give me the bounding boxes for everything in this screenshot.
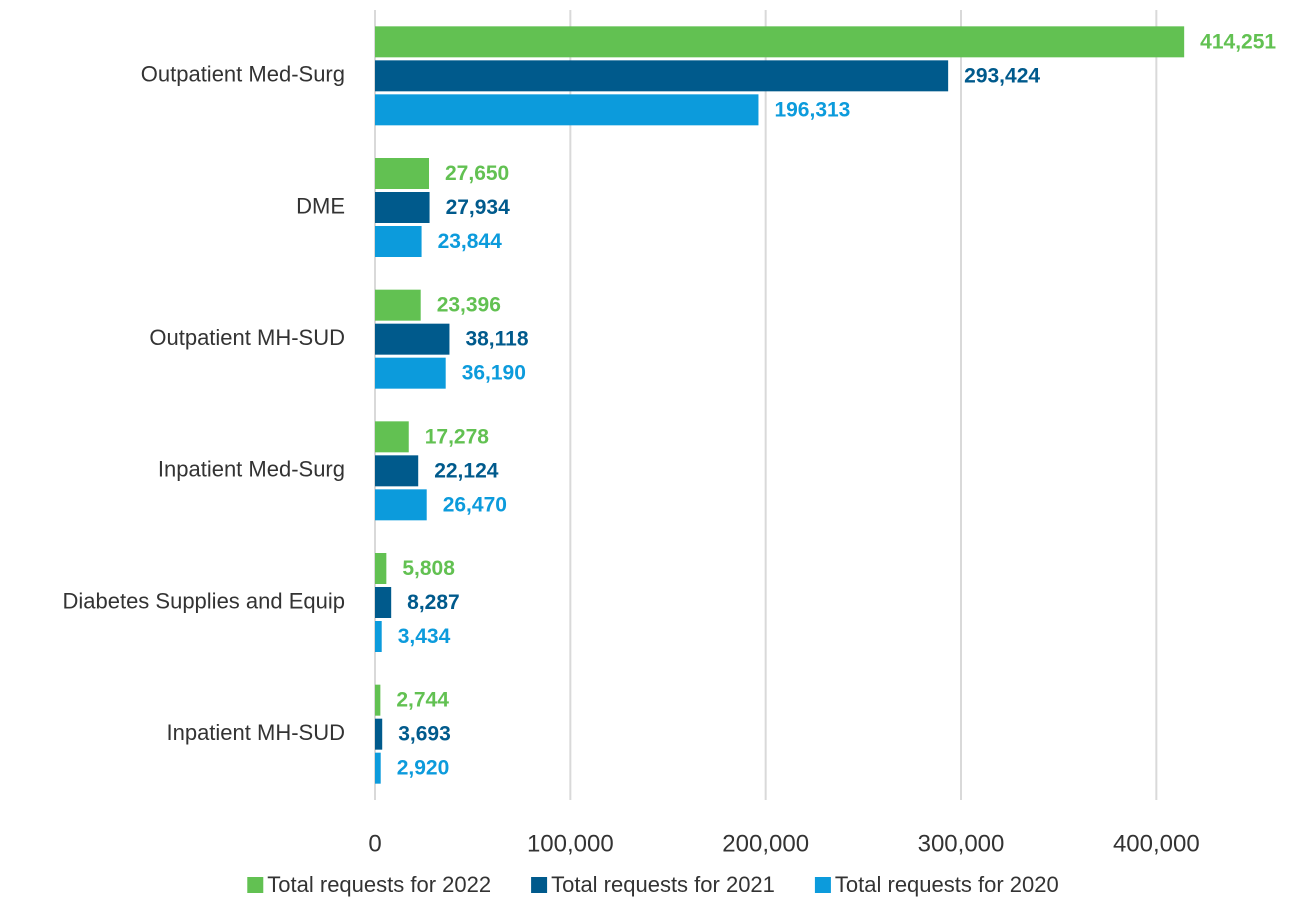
legend-swatch (814, 877, 831, 893)
bar (375, 158, 430, 189)
data-label: 36,190 (462, 362, 526, 385)
x-tick-label: 0 (368, 830, 381, 857)
bar (375, 323, 450, 355)
x-tick-label: 200,000 (722, 830, 809, 857)
bar (375, 752, 381, 784)
data-label: 8,287 (407, 591, 460, 614)
legend-label: Total requests for 2020 (835, 872, 1059, 897)
data-label: 23,844 (438, 230, 503, 253)
category-label: Diabetes Supplies and Equip (62, 588, 345, 613)
category-label: Inpatient MH-SUD (166, 720, 345, 745)
data-label: 23,396 (437, 294, 501, 317)
data-label: 2,744 (396, 689, 449, 712)
data-label: 26,470 (443, 493, 507, 516)
bar (375, 421, 409, 453)
data-label: 17,278 (425, 425, 490, 448)
x-tick-label: 300,000 (918, 830, 1005, 857)
legend-label: Total requests for 2022 (267, 872, 491, 897)
data-label: 293,424 (964, 64, 1040, 87)
bar (375, 357, 446, 389)
data-label: 22,124 (434, 459, 499, 482)
bar (375, 553, 387, 584)
bar (375, 621, 382, 652)
bar (375, 192, 430, 223)
bar (375, 455, 419, 487)
data-label: 196,313 (774, 98, 850, 121)
bar (375, 60, 949, 92)
bar (375, 489, 427, 521)
data-label: 3,434 (398, 625, 451, 648)
data-label: 2,920 (397, 757, 450, 780)
category-label: Outpatient Med-Surg (141, 62, 345, 87)
data-label: 414,251 (1200, 30, 1276, 53)
bar (375, 26, 1185, 58)
bar (375, 684, 381, 716)
data-label: 27,650 (445, 162, 509, 185)
bar (375, 94, 759, 126)
data-label: 38,118 (465, 328, 528, 351)
data-label: 3,693 (398, 723, 451, 746)
bar (375, 718, 383, 750)
data-label: 5,808 (402, 557, 455, 580)
bar (375, 587, 392, 618)
category-label: DME (296, 193, 345, 218)
data-label: 27,934 (446, 196, 511, 219)
legend-swatch (531, 877, 548, 893)
legend-swatch (247, 877, 264, 893)
category-label: Inpatient Med-Surg (158, 457, 345, 482)
bar (375, 226, 422, 257)
bar (375, 289, 421, 321)
legend-label: Total requests for 2021 (551, 872, 775, 897)
x-tick-label: 400,000 (1113, 830, 1200, 857)
category-label: Outpatient MH-SUD (149, 325, 345, 350)
x-tick-label: 100,000 (527, 830, 614, 857)
